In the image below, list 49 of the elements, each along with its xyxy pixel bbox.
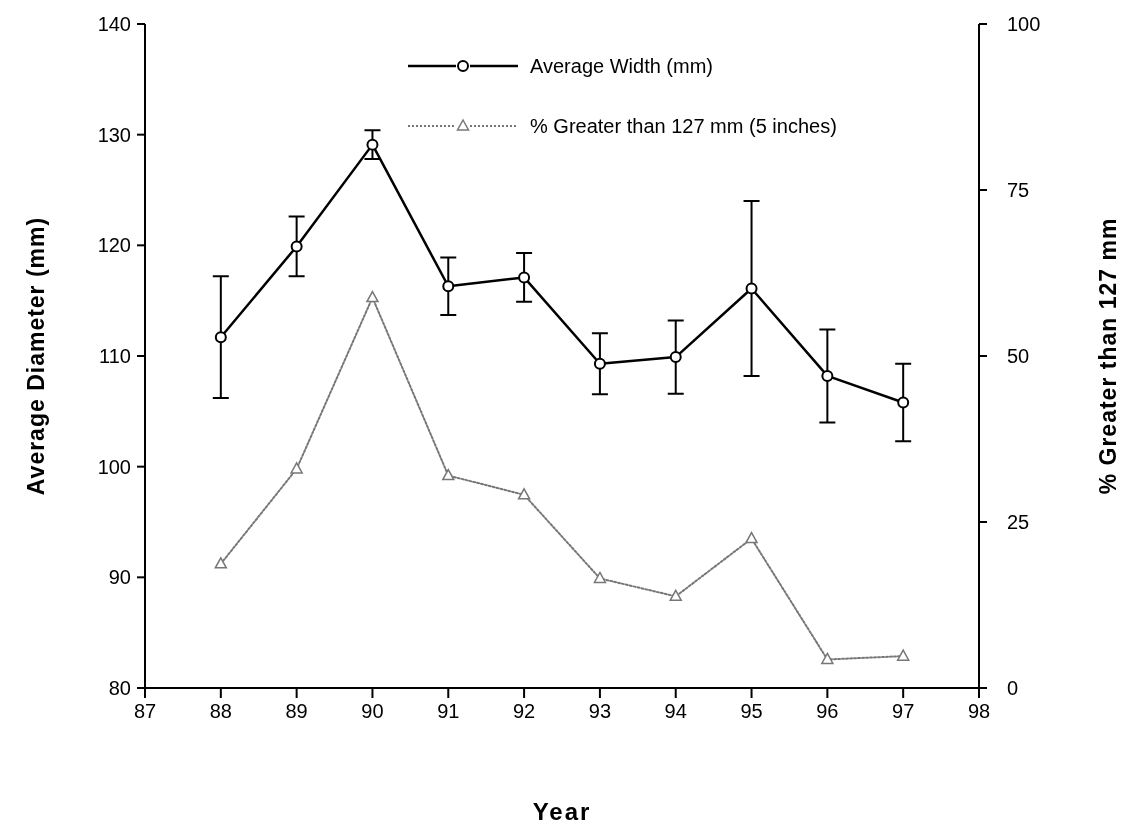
point xyxy=(214,557,228,569)
y2-tick-label: 25 xyxy=(1007,511,1030,533)
y-tick-label: 90 xyxy=(108,566,131,589)
point xyxy=(669,351,682,364)
y-tick-label: 120 xyxy=(97,234,131,257)
x-tick-label: 89 xyxy=(285,700,308,722)
legend-label: % Greater than 127 mm (5 inches) xyxy=(530,115,837,137)
y2-axis-title: % Greater than 127 mm xyxy=(1095,217,1121,495)
point xyxy=(821,369,834,382)
y-tick-label: 110 xyxy=(99,345,131,367)
point xyxy=(896,649,910,661)
y2-tick-label: 100 xyxy=(1007,13,1041,35)
point xyxy=(517,488,531,500)
point xyxy=(745,282,758,295)
y2-tick-label: 75 xyxy=(1007,179,1030,201)
x-tick-label: 92 xyxy=(512,700,536,722)
point xyxy=(366,138,379,151)
point xyxy=(290,240,303,253)
y2-tick-label: 50 xyxy=(1007,345,1030,367)
point xyxy=(745,531,758,544)
y-tick-label: 140 xyxy=(97,13,131,35)
point xyxy=(821,652,834,665)
y-tick-label: 130 xyxy=(97,123,131,146)
point xyxy=(214,331,227,344)
x-tick-label: 98 xyxy=(967,700,991,722)
x-tick-label: 96 xyxy=(816,700,839,722)
point xyxy=(290,462,303,474)
y2-tick-label: 0 xyxy=(1007,677,1019,699)
x-tick-label: 93 xyxy=(588,700,612,722)
y-tick-label: 80 xyxy=(108,677,131,699)
x-tick-label: 94 xyxy=(664,700,687,722)
x-tick-label: 88 xyxy=(209,700,232,722)
x-tick-label: 90 xyxy=(361,700,384,722)
point xyxy=(442,280,455,293)
point xyxy=(442,468,455,481)
x-axis-title: Year xyxy=(532,798,592,824)
point xyxy=(669,589,682,602)
point xyxy=(593,357,606,370)
point xyxy=(518,271,531,284)
point xyxy=(366,290,379,303)
x-tick-label: 95 xyxy=(740,700,763,722)
point xyxy=(897,396,910,409)
x-tick-label: 97 xyxy=(892,700,915,722)
y-tick-label: 100 xyxy=(97,455,131,478)
y-axis-title: Average Diameter (mm) xyxy=(23,216,49,496)
legend-label: Average Width (mm) xyxy=(530,55,714,77)
point xyxy=(593,571,607,584)
x-tick-label: 87 xyxy=(133,700,157,722)
x-tick-label: 91 xyxy=(437,700,460,722)
